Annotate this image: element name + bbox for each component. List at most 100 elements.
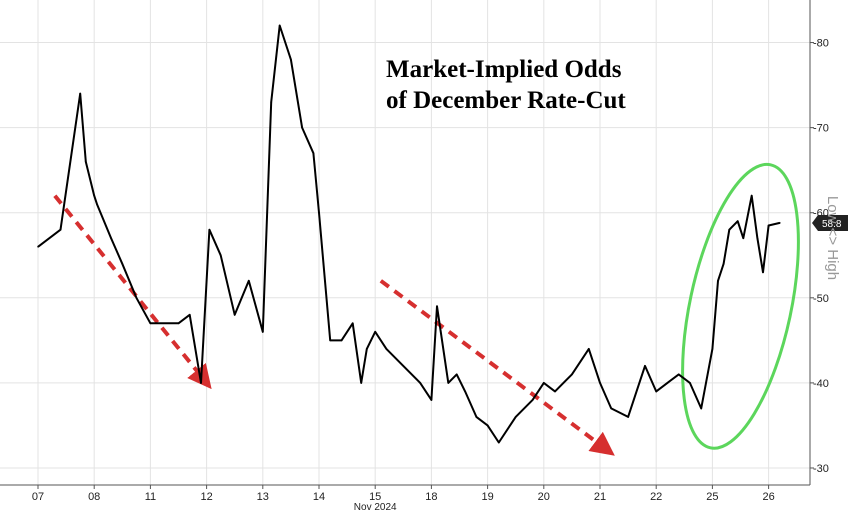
- data-point: [722, 262, 725, 265]
- data-point: [79, 92, 81, 95]
- data-point: [96, 203, 98, 206]
- chart-title: Market-Implied Odds: [386, 56, 622, 83]
- data-point: [37, 245, 39, 248]
- data-point: [419, 382, 421, 384]
- chart-title-line-2: of December Rate-Cut: [386, 87, 626, 114]
- data-point: [677, 373, 680, 376]
- data-point: [177, 322, 180, 325]
- highlight-ellipse-group: [681, 162, 800, 450]
- x-tick-label: 18: [425, 491, 437, 503]
- highlight-ellipse: [681, 162, 800, 450]
- data-point: [149, 322, 152, 325]
- y-tick-label: -30: [813, 463, 829, 475]
- data-point: [464, 390, 466, 393]
- data-point: [93, 194, 95, 197]
- data-point: [486, 424, 489, 427]
- data-point: [742, 237, 745, 240]
- side-label: Low <> High: [824, 196, 841, 280]
- x-tick-label: 07: [32, 491, 44, 503]
- data-point: [666, 382, 669, 384]
- data-point: [610, 407, 613, 410]
- data-point: [135, 297, 138, 299]
- chart-title-group: Market-Implied Odds of December Rate-Cut: [386, 56, 626, 114]
- data-point: [233, 314, 236, 316]
- data-point: [278, 24, 281, 27]
- x-tick-label: 15: [369, 491, 381, 503]
- last-value-badge: 58.8: [812, 215, 848, 231]
- chart-frame: [0, 0, 811, 486]
- data-point: [644, 365, 646, 367]
- series-line-group: [37, 24, 781, 444]
- data-point: [750, 194, 753, 197]
- data-point: [247, 279, 250, 282]
- data-point: [374, 331, 377, 333]
- data-point: [208, 228, 211, 231]
- y-tick-label: -40: [813, 378, 829, 390]
- data-point: [587, 348, 590, 350]
- data-point: [498, 441, 500, 444]
- y-tick-label: -50: [813, 293, 829, 305]
- data-point: [200, 382, 202, 384]
- data-point: [290, 58, 292, 61]
- data-point: [219, 254, 222, 257]
- data-point: [455, 373, 458, 376]
- data-point: [270, 101, 273, 103]
- x-tick-label: 11: [145, 491, 156, 503]
- data-point: [531, 399, 534, 401]
- trend-arrows: [53, 194, 615, 456]
- data-point: [756, 237, 759, 240]
- data-point: [762, 271, 764, 274]
- data-point: [736, 220, 739, 223]
- x-axis: 07 08 11 12 13 14 15 18 19 20 21 22 25 26 Nov 2024: [32, 485, 775, 513]
- data-point: [514, 416, 517, 418]
- data-point: [301, 126, 303, 129]
- data-point: [365, 348, 368, 350]
- x-tick-label: 22: [650, 491, 662, 503]
- data-point: [767, 224, 770, 227]
- x-tick-label: 12: [200, 491, 212, 503]
- data-point: [543, 382, 545, 384]
- x-tick-label: 19: [481, 491, 493, 503]
- data-point: [360, 382, 362, 384]
- x-tick-label: 13: [257, 491, 269, 503]
- data-point: [717, 279, 719, 282]
- data-point: [59, 228, 62, 231]
- data-point: [436, 305, 438, 308]
- data-point: [402, 365, 405, 367]
- data-point: [351, 322, 354, 325]
- y-tick-label: -70: [813, 123, 829, 135]
- data-point: [312, 152, 315, 154]
- data-point: [711, 348, 714, 350]
- data-point: [385, 348, 388, 350]
- data-point: [554, 390, 556, 393]
- last-value-badge-shape: [812, 215, 848, 231]
- data-point: [599, 382, 601, 384]
- data-point: [627, 416, 629, 418]
- data-point: [110, 237, 112, 240]
- x-tick-label: 20: [538, 491, 550, 503]
- data-point: [779, 222, 781, 224]
- data-point: [447, 382, 450, 384]
- data-point: [84, 160, 87, 163]
- trend-arrow: [53, 194, 212, 390]
- data-point: [475, 416, 478, 418]
- data-point: [318, 211, 320, 214]
- y-tick-label: -80: [813, 38, 829, 50]
- data-point: [188, 314, 191, 316]
- x-tick-label: 25: [706, 491, 718, 503]
- x-month-label: Nov 2024: [354, 502, 397, 513]
- x-tick-label: 08: [88, 491, 100, 503]
- x-tick-label: 14: [313, 491, 325, 503]
- x-tick-label: 26: [762, 491, 774, 503]
- data-point: [728, 228, 731, 231]
- data-point: [340, 339, 343, 342]
- data-point: [430, 399, 433, 401]
- x-tick-label: 21: [594, 491, 606, 503]
- data-point: [262, 331, 264, 333]
- data-point: [700, 407, 702, 410]
- data-point: [655, 390, 657, 393]
- trend-arrow: [379, 279, 615, 456]
- data-point: [571, 373, 573, 376]
